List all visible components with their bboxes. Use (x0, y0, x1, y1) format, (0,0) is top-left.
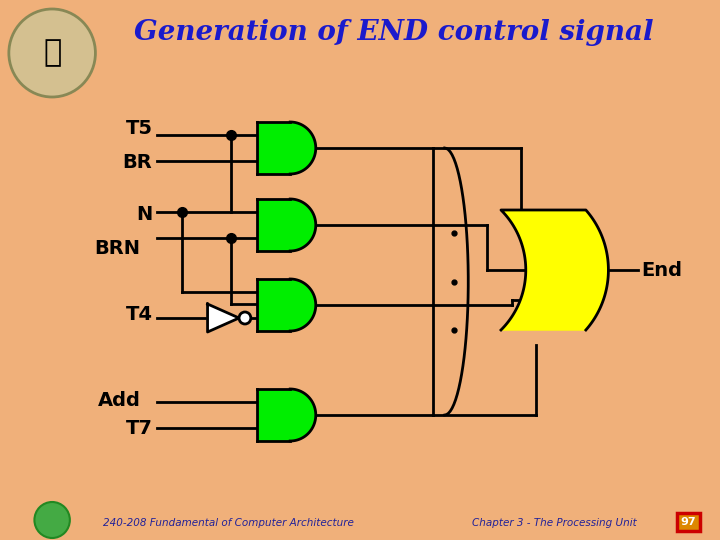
Text: 97: 97 (681, 517, 696, 527)
Text: Generation of END control signal: Generation of END control signal (134, 18, 653, 45)
Bar (257, 122, 290, 174)
Bar (257, 279, 290, 331)
Polygon shape (290, 122, 316, 174)
Text: 240-208 Fundamental of Computer Architecture: 240-208 Fundamental of Computer Architec… (103, 518, 354, 528)
Text: BR: BR (122, 152, 153, 172)
Text: ⛩: ⛩ (43, 38, 61, 68)
Text: Add: Add (98, 390, 140, 409)
Circle shape (239, 312, 251, 324)
Polygon shape (207, 304, 239, 332)
Text: T5: T5 (125, 118, 153, 138)
Polygon shape (290, 389, 316, 441)
FancyBboxPatch shape (677, 513, 701, 531)
Text: T4: T4 (125, 306, 153, 325)
Circle shape (9, 9, 96, 97)
Text: N: N (136, 206, 153, 225)
Bar (257, 389, 290, 441)
Text: T7: T7 (125, 418, 153, 437)
Text: Chapter 3 - The Processing Unit: Chapter 3 - The Processing Unit (472, 518, 637, 528)
Bar (257, 199, 290, 251)
Circle shape (35, 502, 70, 538)
Polygon shape (290, 199, 316, 251)
Text: BRN: BRN (94, 239, 140, 258)
Polygon shape (501, 210, 608, 330)
Text: End: End (641, 260, 682, 280)
Polygon shape (290, 279, 316, 331)
